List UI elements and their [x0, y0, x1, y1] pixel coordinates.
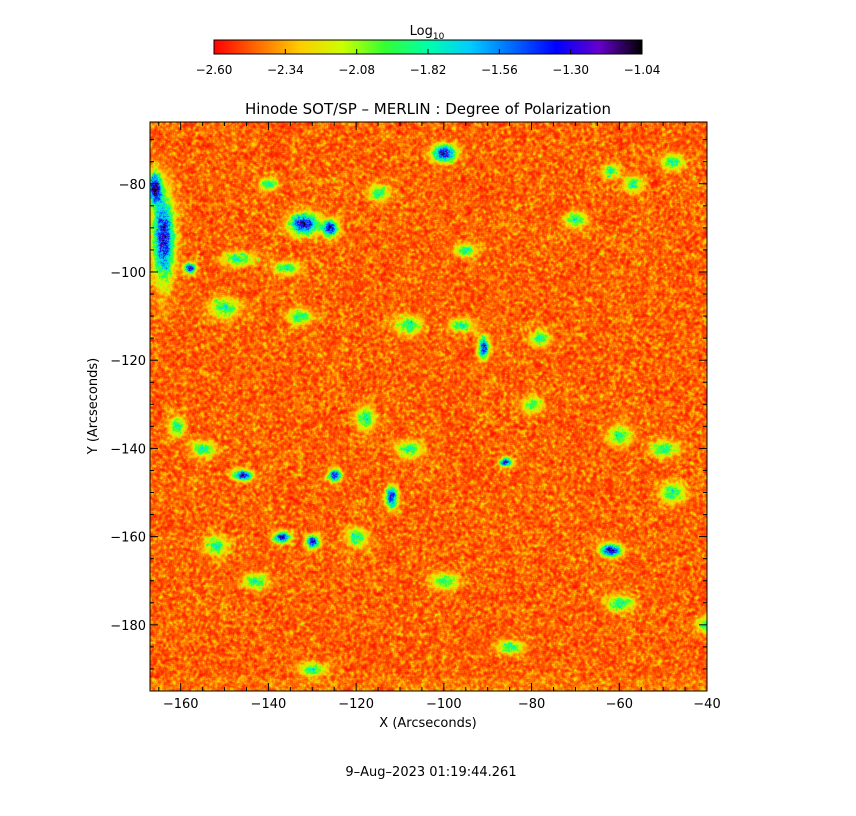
x-tick-label: −140 — [251, 697, 287, 712]
colorbar-label-base: Log — [410, 24, 433, 39]
colorbar-tick-label: −1.04 — [624, 63, 661, 77]
colorbar-ticks: −2.60 −2.34 −2.08 −1.82 −1.56 −1.30 −1.04 — [196, 49, 661, 77]
observation-timestamp: 9–Aug–2023 01:19:44.261 — [345, 765, 516, 780]
y-axis: −180 −160 −140 −120 −100 −80 — [110, 139, 707, 692]
x-axis: −160 −140 −120 −100 −80 −60 −40 — [158, 122, 721, 712]
colorbar-tick-label: −1.82 — [410, 63, 447, 77]
x-tick-label: −40 — [693, 697, 720, 712]
y-axis-label: Y (Arcseconds) — [86, 358, 101, 455]
y-tick-label: −140 — [110, 442, 146, 457]
y-tick-label: −180 — [110, 619, 146, 634]
colorbar: Log10 −2.60 −2.34 −2.08 −1.82 −1.56 −1.30 −1.0… — [196, 24, 661, 77]
x-tick-label: −120 — [338, 697, 374, 712]
plot-frame — [149, 121, 708, 692]
x-tick-label: −80 — [518, 697, 545, 712]
colorbar-tick-label: −2.34 — [267, 63, 304, 77]
colorbar-tick-label: −1.30 — [552, 63, 589, 77]
x-tick-label: −160 — [163, 697, 199, 712]
y-tick-label: −100 — [110, 266, 146, 281]
x-tick-label: −100 — [426, 697, 462, 712]
x-axis-label: X (Arcseconds) — [379, 716, 476, 731]
colorbar-tick-label: −1.56 — [481, 63, 518, 77]
plot-area: −160 −140 −120 −100 −80 −60 −40 −180−160−140−1… — [110, 121, 721, 712]
polarization-heatmap — [150, 122, 707, 691]
colorbar-label: Log10 — [410, 24, 445, 42]
colorbar-tick-label: −2.08 — [338, 63, 375, 77]
colorbar-tick-label: −2.60 — [196, 63, 233, 77]
y-tick-label: −160 — [110, 531, 146, 546]
x-tick-label: −60 — [606, 697, 633, 712]
y-tick-label: −120 — [110, 354, 146, 369]
y-tick-label: −80 — [119, 178, 146, 193]
colorbar-label-subscript: 10 — [433, 32, 445, 42]
chart-title: Hinode SOT/SP – MERLIN : Degree of Polar… — [245, 100, 611, 118]
